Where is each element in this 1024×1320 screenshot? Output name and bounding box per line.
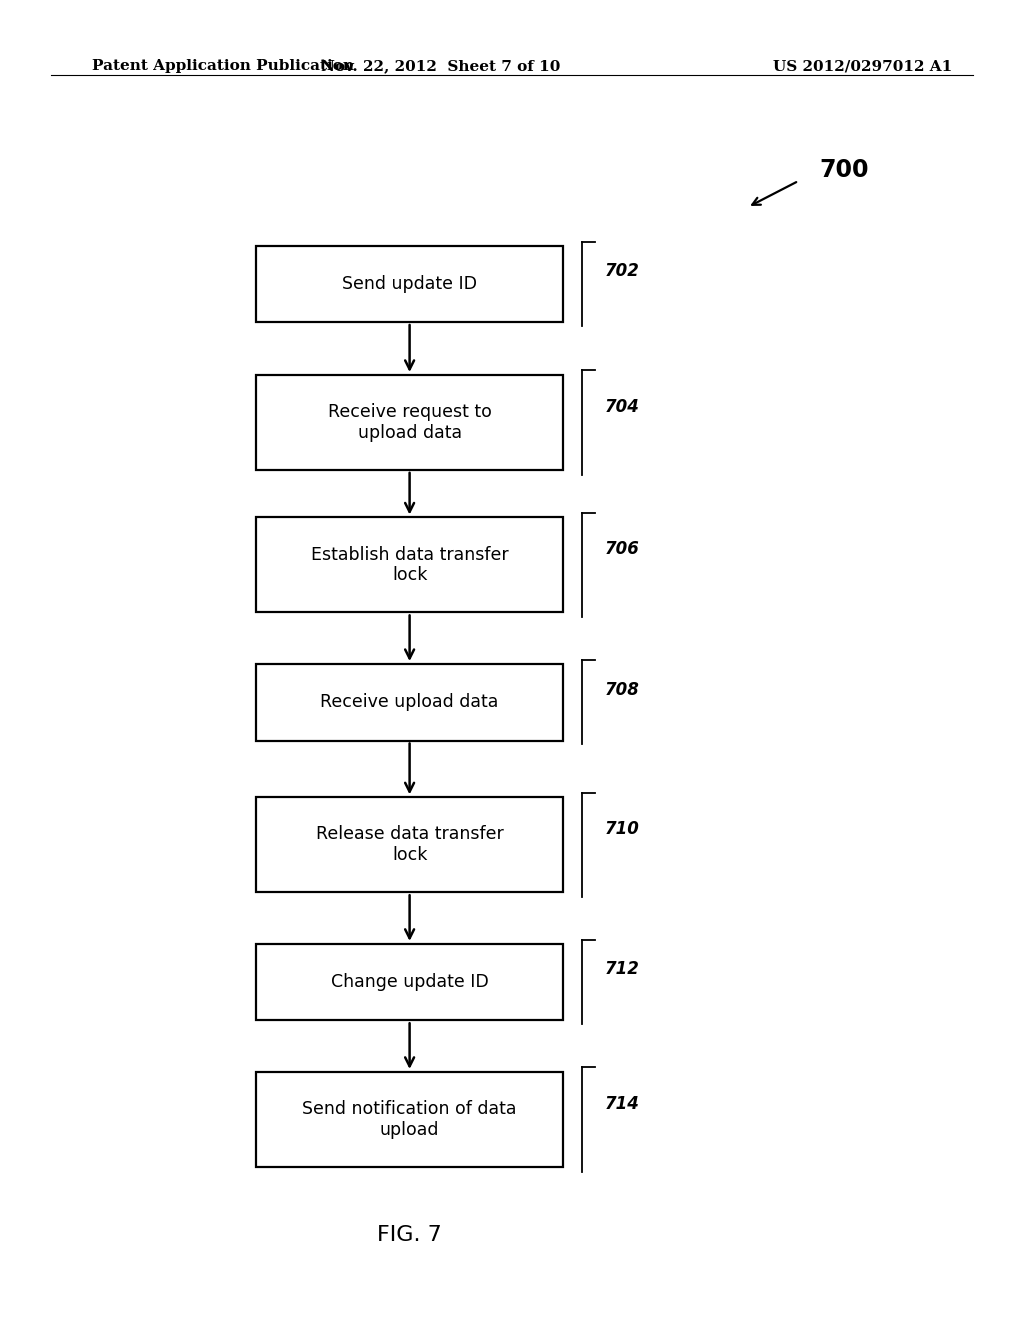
Text: 714: 714 bbox=[605, 1094, 640, 1113]
Text: 702: 702 bbox=[605, 263, 640, 280]
Bar bbox=[256, 664, 563, 741]
Text: Release data transfer
lock: Release data transfer lock bbox=[315, 825, 504, 865]
Text: Establish data transfer
lock: Establish data transfer lock bbox=[311, 545, 508, 585]
Text: FIG. 7: FIG. 7 bbox=[377, 1225, 442, 1245]
Bar bbox=[256, 944, 563, 1020]
Text: Receive upload data: Receive upload data bbox=[321, 693, 499, 711]
Text: 700: 700 bbox=[819, 158, 868, 182]
Bar bbox=[256, 797, 563, 892]
Bar bbox=[256, 1072, 563, 1167]
Text: Receive request to
upload data: Receive request to upload data bbox=[328, 403, 492, 442]
Text: 712: 712 bbox=[605, 961, 640, 978]
Text: 706: 706 bbox=[605, 540, 640, 558]
Bar bbox=[256, 246, 563, 322]
Text: 704: 704 bbox=[605, 397, 640, 416]
Text: Nov. 22, 2012  Sheet 7 of 10: Nov. 22, 2012 Sheet 7 of 10 bbox=[321, 59, 560, 74]
Text: 710: 710 bbox=[605, 820, 640, 838]
Bar bbox=[256, 517, 563, 612]
Text: Send notification of data
upload: Send notification of data upload bbox=[302, 1100, 517, 1139]
Text: Send update ID: Send update ID bbox=[342, 275, 477, 293]
Text: Patent Application Publication: Patent Application Publication bbox=[92, 59, 354, 74]
Bar bbox=[256, 375, 563, 470]
Text: 708: 708 bbox=[605, 681, 640, 698]
Text: US 2012/0297012 A1: US 2012/0297012 A1 bbox=[773, 59, 952, 74]
Text: Change update ID: Change update ID bbox=[331, 973, 488, 991]
